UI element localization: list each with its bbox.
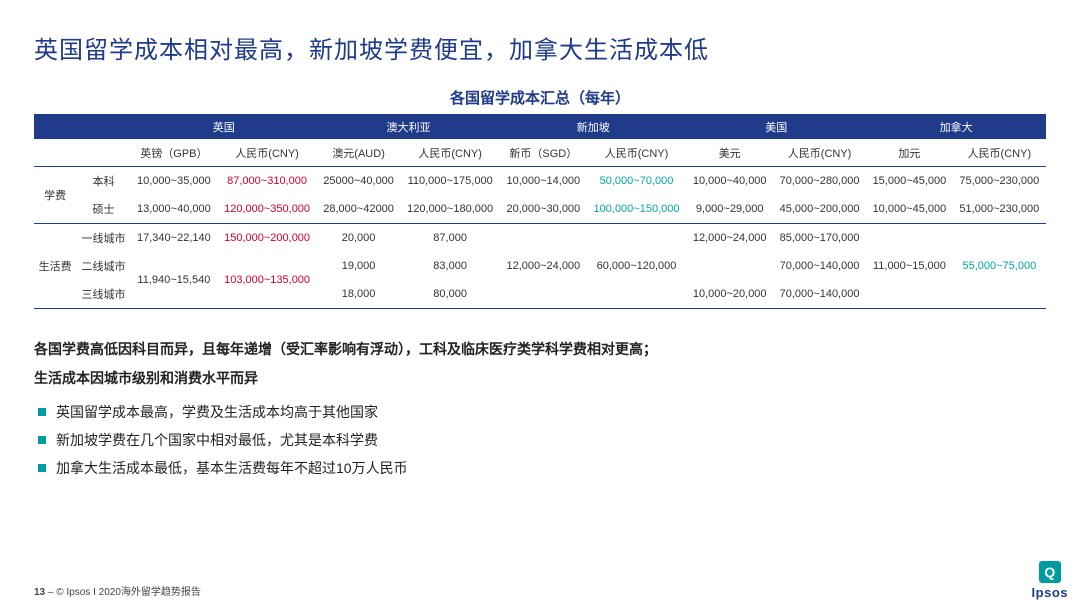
bullet-list: 英国留学成本最高，学费及生活成本均高于其他国家新加坡学费在几个国家中相对最低，尤… <box>34 398 1046 482</box>
data-cell <box>500 224 587 253</box>
data-cell: 12,000~24,000 <box>500 252 587 280</box>
data-cell <box>686 252 773 280</box>
data-cell: 45,000~200,000 <box>773 195 866 224</box>
data-cell: 13,000~40,000 <box>131 195 218 224</box>
brand-logo: Q Ipsos <box>1032 561 1068 600</box>
bullet-item: 加拿大生活成本最低，基本生活费每年不超过10万人民币 <box>34 454 1046 482</box>
data-cell: 55,000~75,000 <box>953 252 1046 280</box>
data-cell: 70,000~140,000 <box>773 280 866 309</box>
data-cell: 60,000~120,000 <box>587 252 687 280</box>
notes-block: 各国学费高低因科目而异，且每年递增（受汇率影响有浮动），工科及临床医疗类学科学费… <box>34 335 1046 482</box>
data-cell <box>587 280 687 309</box>
table-row: 生活费一线城市17,340~22,140150,000~200,00020,00… <box>34 224 1046 253</box>
data-cell: 120,000~350,000 <box>217 195 317 224</box>
data-cell: 10,000~45,000 <box>866 195 953 224</box>
data-cell: 12,000~24,000 <box>686 224 773 253</box>
data-cell: 11,940~15,540 <box>131 252 218 309</box>
data-cell: 28,000~42000 <box>317 195 400 224</box>
data-cell: 15,000~45,000 <box>866 167 953 196</box>
slide-footer: 13 – © Ipsos I 2020海外留学趋势报告 <box>34 583 201 598</box>
row-label: 三线城市 <box>76 280 130 309</box>
cur-aud: 澳元(AUD) <box>317 140 400 167</box>
data-cell: 25000~40,000 <box>317 167 400 196</box>
data-cell: 75,000~230,000 <box>953 167 1046 196</box>
row-group-label: 学费 <box>34 167 76 224</box>
page-number: 13 <box>34 587 45 598</box>
notes-line-1: 各国学费高低因科目而异，且每年递增（受汇率影响有浮动），工科及临床医疗类学科学费… <box>34 335 1046 364</box>
page-title: 英国留学成本相对最高，新加坡学费便宜，加拿大生活成本低 <box>34 30 1046 65</box>
data-cell: 103,000~135,000 <box>217 252 317 309</box>
header-blank <box>34 115 131 140</box>
currency-header-row: 英镑（GPB） 人民币(CNY) 澳元(AUD) 人民币(CNY) 新币（SGD… <box>34 140 1046 167</box>
data-cell: 19,000 <box>317 252 400 280</box>
data-cell: 10,000~40,000 <box>686 167 773 196</box>
table-head: 英国 澳大利亚 新加坡 美国 加拿大 英镑（GPB） 人民币(CNY) 澳元(A… <box>34 115 1046 167</box>
cur-cny-au: 人民币(CNY) <box>400 140 500 167</box>
row-label: 硕士 <box>76 195 130 224</box>
data-cell: 83,000 <box>400 252 500 280</box>
data-cell <box>866 224 953 253</box>
data-cell: 87,000~310,000 <box>217 167 317 196</box>
row-group-label: 生活费 <box>34 224 76 309</box>
data-cell: 100,000~150,000 <box>587 195 687 224</box>
header-blank-2 <box>34 140 131 167</box>
data-cell: 10,000~35,000 <box>131 167 218 196</box>
data-cell <box>866 280 953 309</box>
data-cell: 150,000~200,000 <box>217 224 317 253</box>
table-row: 硕士13,000~40,000120,000~350,00028,000~420… <box>34 195 1046 224</box>
table-row: 二线城市11,940~15,540103,000~135,00019,00083… <box>34 252 1046 280</box>
notes-line-2: 生活成本因城市级别和消费水平而异 <box>34 364 1046 393</box>
cur-cny-sg: 人民币(CNY) <box>587 140 687 167</box>
table-body: 学费本科10,000~35,00087,000~310,00025000~40,… <box>34 167 1046 309</box>
data-cell: 70,000~140,000 <box>773 252 866 280</box>
data-cell: 20,000~30,000 <box>500 195 587 224</box>
data-cell <box>953 224 1046 253</box>
data-cell: 120,000~180,000 <box>400 195 500 224</box>
data-cell: 10,000~14,000 <box>500 167 587 196</box>
footer-sep: – <box>48 587 54 598</box>
data-cell <box>953 280 1046 309</box>
data-cell: 17,340~22,140 <box>131 224 218 253</box>
data-cell: 18,000 <box>317 280 400 309</box>
country-ca: 加拿大 <box>866 115 1046 140</box>
cur-cny-us: 人民币(CNY) <box>773 140 866 167</box>
row-label: 本科 <box>76 167 130 196</box>
data-cell: 80,000 <box>400 280 500 309</box>
data-cell: 85,000~170,000 <box>773 224 866 253</box>
data-cell: 87,000 <box>400 224 500 253</box>
data-cell: 51,000~230,000 <box>953 195 1046 224</box>
data-cell: 11,000~15,000 <box>866 252 953 280</box>
country-sg: 新加坡 <box>500 115 686 140</box>
cur-cny-uk: 人民币(CNY) <box>217 140 317 167</box>
country-uk: 英国 <box>131 115 317 140</box>
cur-usd: 美元 <box>686 140 773 167</box>
table-row: 学费本科10,000~35,00087,000~310,00025000~40,… <box>34 167 1046 196</box>
bullet-item: 新加坡学费在几个国家中相对最低，尤其是本科学费 <box>34 426 1046 454</box>
bullet-item: 英国留学成本最高，学费及生活成本均高于其他国家 <box>34 398 1046 426</box>
data-cell: 9,000~29,000 <box>686 195 773 224</box>
data-cell: 110,000~175,000 <box>400 167 500 196</box>
data-cell: 10,000~20,000 <box>686 280 773 309</box>
data-cell: 20,000 <box>317 224 400 253</box>
country-us: 美国 <box>686 115 866 140</box>
cur-gbp: 英镑（GPB） <box>131 140 218 167</box>
data-cell: 70,000~280,000 <box>773 167 866 196</box>
footer-copyright: © Ipsos I 2020海外留学趋势报告 <box>56 587 201 598</box>
row-label: 一线城市 <box>76 224 130 253</box>
country-header-row: 英国 澳大利亚 新加坡 美国 加拿大 <box>34 115 1046 140</box>
logo-name: Ipsos <box>1032 585 1068 600</box>
row-label: 二线城市 <box>76 252 130 280</box>
country-au: 澳大利亚 <box>317 115 500 140</box>
logo-mark-icon: Q <box>1039 561 1061 583</box>
data-cell <box>587 224 687 253</box>
slide-root: 英国留学成本相对最高，新加坡学费便宜，加拿大生活成本低 各国留学成本汇总（每年）… <box>0 0 1080 482</box>
cur-cny-ca: 人民币(CNY) <box>953 140 1046 167</box>
data-cell: 50,000~70,000 <box>587 167 687 196</box>
cur-sgd: 新币（SGD） <box>500 140 587 167</box>
table-caption: 各国留学成本汇总（每年） <box>34 87 1046 108</box>
cur-cad: 加元 <box>866 140 953 167</box>
data-cell <box>500 280 587 309</box>
cost-table: 英国 澳大利亚 新加坡 美国 加拿大 英镑（GPB） 人民币(CNY) 澳元(A… <box>34 114 1046 309</box>
